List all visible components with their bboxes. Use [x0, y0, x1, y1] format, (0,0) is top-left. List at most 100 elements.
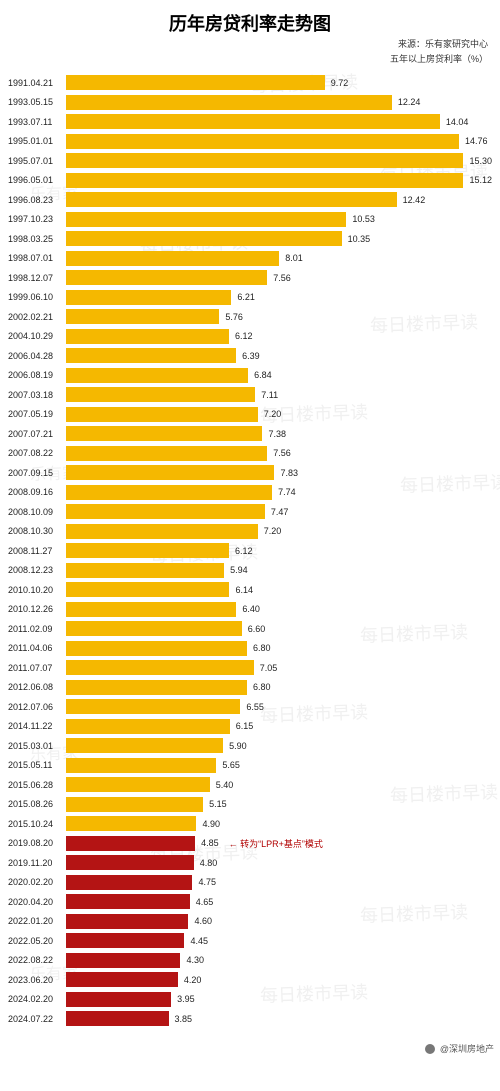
row-value: 3.85: [175, 1014, 193, 1024]
row-date: 2004.10.29: [8, 331, 66, 341]
bar: [66, 758, 216, 773]
bar-row: 2008.09.167.74: [8, 483, 492, 503]
bar-row: 2007.03.187.11: [8, 385, 492, 405]
bar-wrap: 10.53: [66, 212, 492, 227]
bar-row: 2006.08.196.84: [8, 366, 492, 386]
bar-row: 2007.05.197.20: [8, 405, 492, 425]
bar-wrap: 6.80: [66, 641, 492, 656]
bar-row: 1999.06.106.21: [8, 288, 492, 308]
bar-wrap: 5.76: [66, 309, 492, 324]
weibo-icon: [425, 1044, 435, 1054]
bar-row: 2022.01.204.60: [8, 912, 492, 932]
bar-wrap: 7.56: [66, 270, 492, 285]
row-value: 4.80: [200, 858, 218, 868]
bar: [66, 407, 258, 422]
row-date: 2008.09.16: [8, 487, 66, 497]
chart-source: 来源：乐有家研究中心: [8, 38, 492, 51]
bar-row: 2014.11.226.15: [8, 717, 492, 737]
bar-wrap: 6.84: [66, 368, 492, 383]
row-value: 6.60: [248, 624, 266, 634]
row-date: 2010.10.20: [8, 585, 66, 595]
row-date: 2020.02.20: [8, 877, 66, 887]
bar: [66, 465, 274, 480]
row-value: 6.84: [254, 370, 272, 380]
bar-row: 2015.10.244.90: [8, 814, 492, 834]
bar-wrap: 7.47: [66, 504, 492, 519]
row-value: 7.56: [273, 273, 291, 283]
bar: [66, 348, 236, 363]
row-value: 6.14: [235, 585, 253, 595]
row-date: 1991.04.21: [8, 78, 66, 88]
bar-wrap: 7.56: [66, 446, 492, 461]
row-value: 4.85: [201, 838, 219, 848]
bar: [66, 660, 254, 675]
bar: [66, 192, 397, 207]
bar-wrap: 15.12: [66, 173, 492, 188]
row-date: 1997.10.23: [8, 214, 66, 224]
bar: [66, 972, 178, 987]
bar: [66, 387, 255, 402]
row-value: 6.80: [253, 643, 271, 653]
bar: [66, 816, 196, 831]
row-date: 1998.07.01: [8, 253, 66, 263]
row-value: 7.11: [261, 390, 278, 400]
bar-row: 2019.11.204.80: [8, 853, 492, 873]
bar: [66, 485, 272, 500]
row-value: 12.24: [398, 97, 421, 107]
row-value: 12.42: [403, 195, 426, 205]
bar-row: 1993.05.1512.24: [8, 93, 492, 113]
bar: [66, 914, 188, 929]
bar-row: 2008.10.307.20: [8, 522, 492, 542]
bar-row: 2015.08.265.15: [8, 795, 492, 815]
row-value: 9.72: [331, 78, 349, 88]
bar-wrap: 12.42: [66, 192, 492, 207]
row-value: 7.38: [268, 429, 286, 439]
chart-title: 历年房贷利率走势图: [8, 10, 492, 36]
bar: [66, 231, 342, 246]
bar-row: 2008.11.276.12: [8, 541, 492, 561]
row-value: 14.76: [465, 136, 488, 146]
bar: [66, 153, 463, 168]
bar: [66, 251, 279, 266]
bar-wrap: 7.20: [66, 407, 492, 422]
bar: [66, 114, 440, 129]
bar-row: 1996.08.2312.42: [8, 190, 492, 210]
bar-row: 2002.02.215.76: [8, 307, 492, 327]
row-value: 4.75: [198, 877, 216, 887]
chart-header: 历年房贷利率走势图 来源：乐有家研究中心 五年以上房贷利率（%）: [8, 10, 492, 65]
bar-wrap: 5.65: [66, 758, 492, 773]
row-date: 2007.05.19: [8, 409, 66, 419]
row-date: 2011.04.06: [8, 643, 66, 653]
bar-wrap: 4.60: [66, 914, 492, 929]
row-date: 2008.11.27: [8, 546, 66, 556]
bar: [66, 933, 184, 948]
bar-row: 1996.05.0115.12: [8, 171, 492, 191]
bar-wrap: 6.60: [66, 621, 492, 636]
row-value: 15.30: [469, 156, 492, 166]
row-date: 2014.11.22: [8, 721, 66, 731]
bar-row: 2012.06.086.80: [8, 678, 492, 698]
row-value: 10.53: [352, 214, 375, 224]
bar-wrap: 3.95: [66, 992, 492, 1007]
bar: [66, 641, 247, 656]
row-date: 2019.08.20: [8, 838, 66, 848]
row-date: 2015.08.26: [8, 799, 66, 809]
row-date: 2015.06.28: [8, 780, 66, 790]
bar-wrap: 10.35: [66, 231, 492, 246]
bar-wrap: 9.72: [66, 75, 492, 90]
bar-row: 2007.07.217.38: [8, 424, 492, 444]
row-date: 2022.01.20: [8, 916, 66, 926]
row-value: 4.65: [196, 897, 214, 907]
bar-wrap: 8.01: [66, 251, 492, 266]
row-value: 7.20: [264, 526, 282, 536]
bar-row: 2006.04.286.39: [8, 346, 492, 366]
bar: [66, 836, 195, 851]
bar: [66, 875, 192, 890]
bar-row: 2011.07.077.05: [8, 658, 492, 678]
row-date: 2024.02.20: [8, 994, 66, 1004]
bar-row: 1998.03.2510.35: [8, 229, 492, 249]
bar-row: 2010.10.20 6.14: [8, 580, 492, 600]
bar-wrap: 15.30: [66, 153, 492, 168]
row-date: 1995.01.01: [8, 136, 66, 146]
row-value: 5.40: [216, 780, 234, 790]
